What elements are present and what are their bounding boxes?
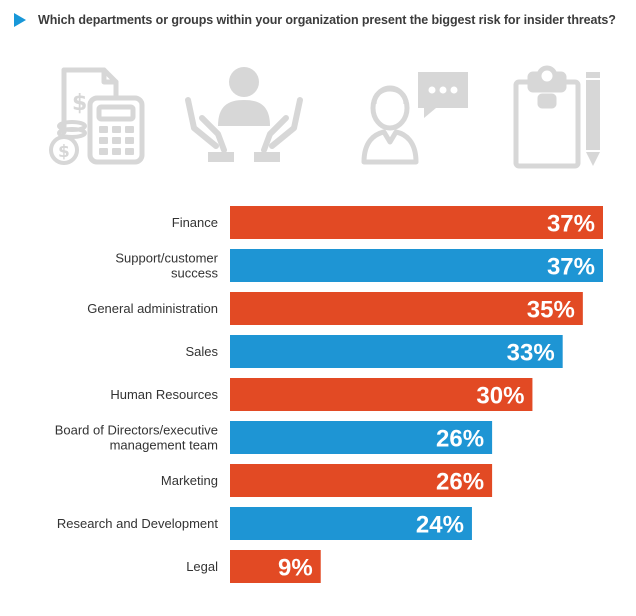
clipboard-pencil-icon: [510, 62, 606, 170]
support-hands-icon: [182, 62, 306, 166]
bar-value-label-6: 26%: [436, 469, 484, 496]
bar-8: [230, 550, 321, 583]
bar-3: [230, 335, 563, 368]
question-header: Which departments or groups within your …: [14, 9, 616, 31]
question-text: Which departments or groups within your …: [38, 13, 616, 27]
category-label-4: Human Resources: [110, 387, 218, 402]
bar-value-label-2: 35%: [527, 297, 575, 324]
category-label-3: Sales: [185, 344, 218, 359]
svg-text:$: $: [58, 142, 70, 162]
bar-6: [230, 464, 493, 497]
bar-value-label-0: 37%: [547, 211, 595, 238]
bar-value-label-5: 26%: [436, 426, 484, 453]
bar-value-label-7: 24%: [416, 512, 464, 539]
svg-text:$: $: [72, 91, 87, 116]
bar-5: [230, 421, 493, 454]
category-label-5-line-0: Board of Directors/executive: [55, 423, 218, 438]
bar-7: [230, 507, 472, 540]
play-arrow-icon: [14, 13, 26, 27]
bar-value-label-4: 30%: [476, 383, 524, 410]
category-label-6: Marketing: [161, 473, 218, 488]
category-label-1-line-1: success: [171, 266, 218, 281]
bar-value-label-3: 33%: [507, 340, 555, 367]
bar-0: [230, 206, 603, 239]
category-label-8: Legal: [186, 559, 218, 574]
bar-4: [230, 378, 533, 411]
category-label-7: Research and Development: [57, 516, 219, 531]
bar-value-label-8: 9%: [278, 555, 313, 582]
category-label-2: General administration: [87, 301, 218, 316]
bar-value-label-1: 37%: [547, 254, 595, 281]
finance-calculator-icon: $ $: [42, 62, 146, 166]
bar-2: [230, 292, 583, 325]
category-label-1-line-0: Support/customer: [115, 251, 218, 266]
category-label-5-line-1: management team: [110, 438, 218, 453]
bar-1: [230, 249, 603, 282]
chat-person-icon: [360, 62, 472, 166]
category-label-0: Finance: [172, 215, 218, 230]
